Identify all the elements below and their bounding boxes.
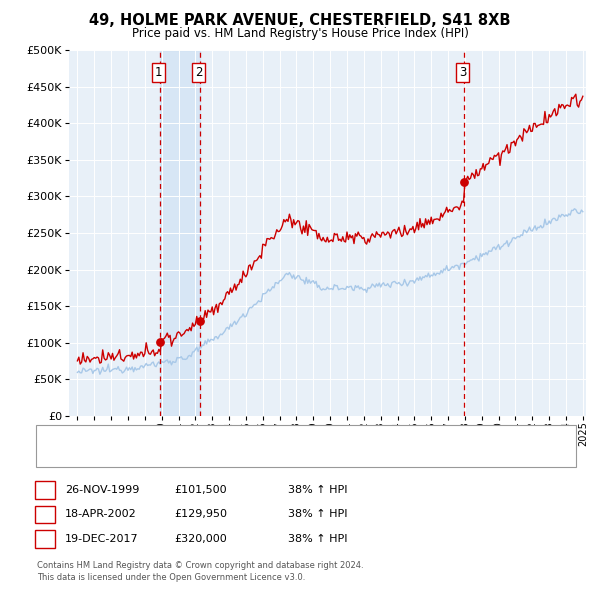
Text: 2: 2 xyxy=(42,510,49,519)
Text: Contains HM Land Registry data © Crown copyright and database right 2024.: Contains HM Land Registry data © Crown c… xyxy=(37,560,364,570)
Text: 2: 2 xyxy=(195,65,202,78)
Text: This data is licensed under the Open Government Licence v3.0.: This data is licensed under the Open Gov… xyxy=(37,572,305,582)
Text: £320,000: £320,000 xyxy=(174,535,227,544)
Text: ——: —— xyxy=(45,450,70,463)
Text: 49, HOLME PARK AVENUE, CHESTERFIELD, S41 8XB (detached house): 49, HOLME PARK AVENUE, CHESTERFIELD, S41… xyxy=(71,432,432,442)
Text: 49, HOLME PARK AVENUE, CHESTERFIELD, S41 8XB: 49, HOLME PARK AVENUE, CHESTERFIELD, S41… xyxy=(89,13,511,28)
Text: 38% ↑ HPI: 38% ↑ HPI xyxy=(288,510,347,519)
Text: 1: 1 xyxy=(155,65,163,78)
Point xyxy=(155,337,165,346)
Text: £129,950: £129,950 xyxy=(174,510,227,519)
Text: 18-APR-2002: 18-APR-2002 xyxy=(65,510,137,519)
Text: 19-DEC-2017: 19-DEC-2017 xyxy=(65,535,139,544)
Text: HPI: Average price, detached house, Chesterfield: HPI: Average price, detached house, Ches… xyxy=(71,452,327,461)
Bar xyxy=(160,50,200,416)
Text: 1: 1 xyxy=(42,485,49,494)
Text: ——: —— xyxy=(45,430,70,443)
Text: £101,500: £101,500 xyxy=(174,485,227,494)
Text: 3: 3 xyxy=(42,535,49,544)
Point xyxy=(196,316,205,326)
Text: 26-NOV-1999: 26-NOV-1999 xyxy=(65,485,139,494)
Text: 3: 3 xyxy=(459,65,466,78)
Text: Price paid vs. HM Land Registry's House Price Index (HPI): Price paid vs. HM Land Registry's House … xyxy=(131,27,469,40)
Text: 38% ↑ HPI: 38% ↑ HPI xyxy=(288,535,347,544)
Point xyxy=(460,177,469,186)
Text: 38% ↑ HPI: 38% ↑ HPI xyxy=(288,485,347,494)
